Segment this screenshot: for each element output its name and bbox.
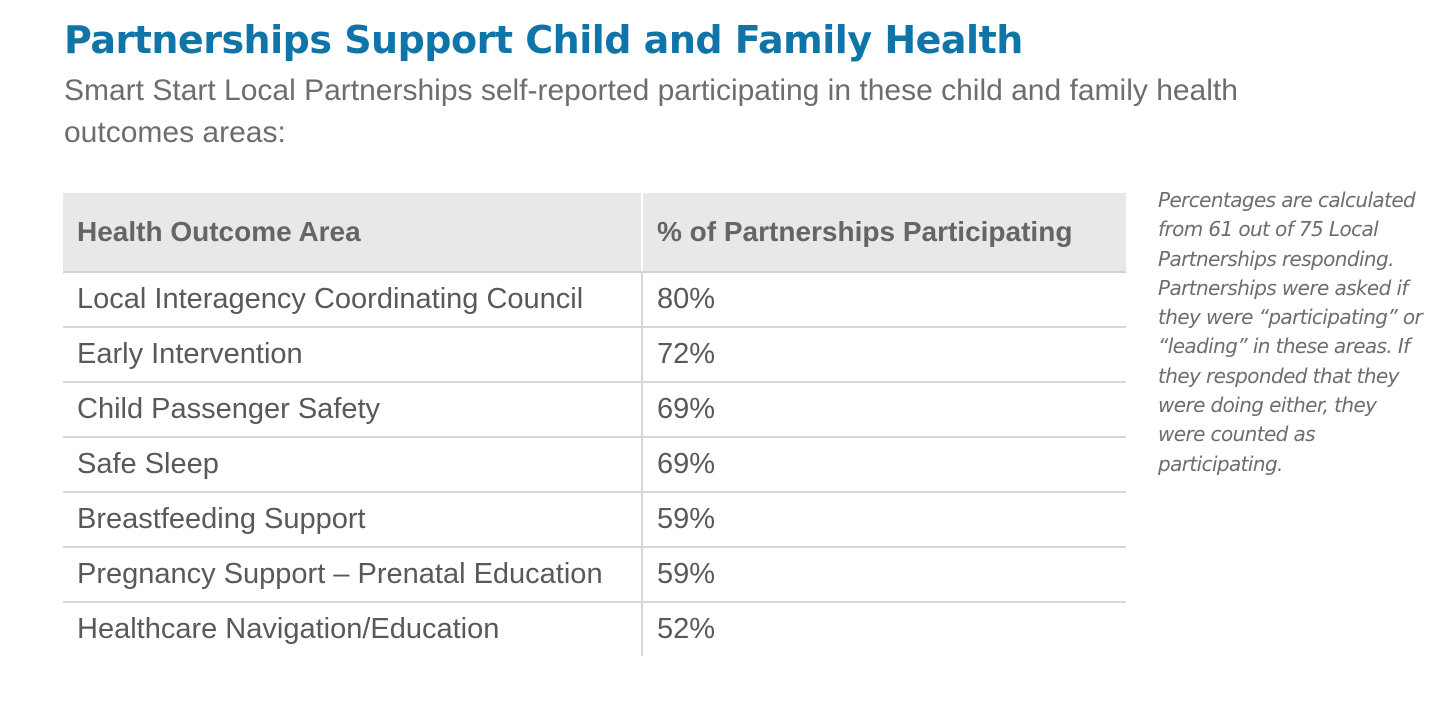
column-header-area: Health Outcome Area xyxy=(63,193,643,273)
table-row: Pregnancy Support – Prenatal Education 5… xyxy=(63,547,1126,603)
table-body: Local Interagency Coordinating Council 8… xyxy=(63,272,1126,656)
participation-percent-cell: 59% xyxy=(642,547,1126,603)
table-row: Healthcare Navigation/Education 52% xyxy=(63,602,1126,656)
health-outcome-area-cell: Early Intervention xyxy=(63,327,643,383)
participation-percent-cell: 69% xyxy=(642,382,1126,438)
participation-percent-cell: 69% xyxy=(642,437,1126,493)
health-outcome-area-cell: Safe Sleep xyxy=(63,437,643,493)
health-outcome-area-cell: Pregnancy Support – Prenatal Education xyxy=(63,547,643,603)
participation-percent-cell: 59% xyxy=(642,492,1126,548)
table-header: Health Outcome Area % of Partnerships Pa… xyxy=(63,193,1126,273)
table-row: Local Interagency Coordinating Council 8… xyxy=(63,272,1126,328)
participation-percent-cell: 72% xyxy=(642,327,1126,383)
page-title: Partnerships Support Child and Family He… xyxy=(64,18,1023,62)
page-subtitle: Smart Start Local Partnerships self-repo… xyxy=(64,74,1238,149)
health-outcome-area-cell: Local Interagency Coordinating Council xyxy=(63,272,643,328)
health-outcomes-table: Health Outcome Area % of Partnerships Pa… xyxy=(63,193,1126,656)
table-row: Breastfeeding Support 59% xyxy=(63,492,1126,548)
health-outcome-area-cell: Breastfeeding Support xyxy=(63,492,643,548)
column-header-percent: % of Partnerships Participating xyxy=(642,193,1126,273)
table-row: Safe Sleep 69% xyxy=(63,437,1126,493)
health-outcome-area-cell: Healthcare Navigation/Education xyxy=(63,602,643,656)
methodology-note: Percentages are calculated from 61 out o… xyxy=(1158,188,1423,476)
table-header-row: Health Outcome Area % of Partnerships Pa… xyxy=(63,193,1126,273)
table-row: Early Intervention 72% xyxy=(63,327,1126,383)
table-row: Child Passenger Safety 69% xyxy=(63,382,1126,438)
participation-percent-cell: 52% xyxy=(657,613,716,645)
health-outcome-area-cell: Child Passenger Safety xyxy=(63,382,643,438)
participation-percent-cell: 80% xyxy=(642,272,1126,328)
